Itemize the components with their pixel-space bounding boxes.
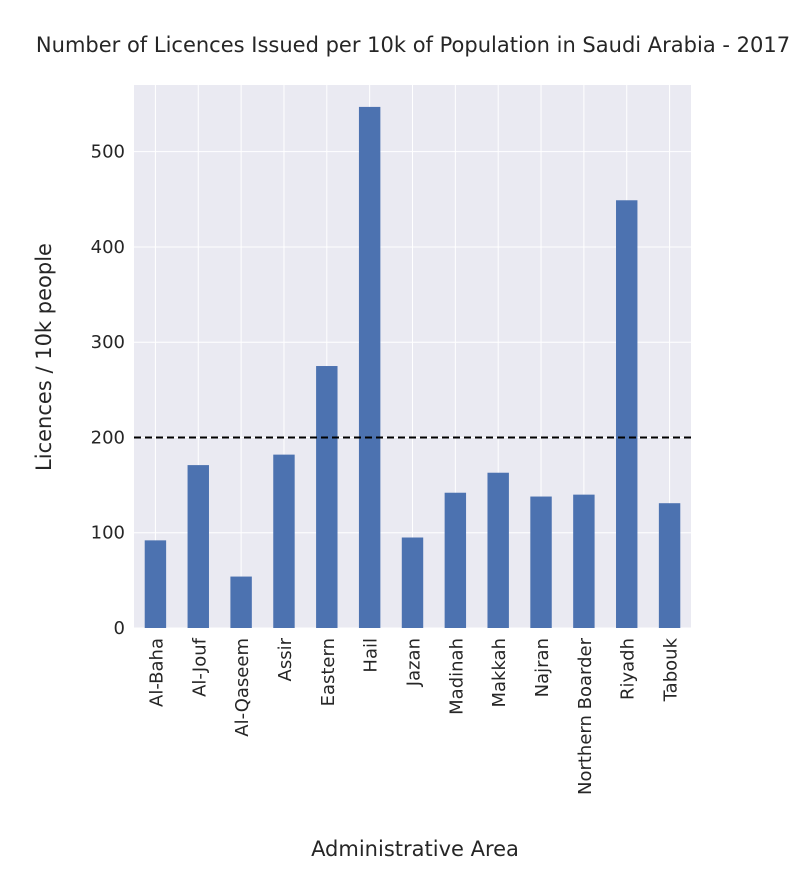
bar-northern-boarder (573, 494, 595, 628)
x-tick-label: Eastern (318, 638, 339, 706)
x-axis-ticks: Al-Baha Al-Jouf Al-Qaseem Assir Eastern Hail J… (146, 637, 681, 795)
bar-madinah (444, 492, 467, 628)
y-axis-ticks: 0 100 200 300 400 500 (91, 142, 125, 639)
x-tick-label: Madinah (446, 638, 467, 715)
bar-riyadh (616, 200, 638, 628)
x-tick-label: Al-Qaseem (232, 638, 253, 737)
x-tick-label: Northern Boarder (575, 637, 596, 795)
bar-assir (273, 454, 295, 628)
bar-al-baha (144, 540, 167, 628)
y-axis-label: Licences / 10k people (32, 243, 56, 471)
y-tick-label: 200 (91, 427, 125, 448)
x-tick-label: Al-Baha (146, 638, 167, 707)
bars (144, 106, 681, 629)
x-tick-label: Najran (532, 638, 553, 697)
bar-al-jouf (187, 465, 209, 628)
bar-hail (358, 106, 381, 629)
bar-eastern (316, 366, 338, 628)
x-tick-label: Assir (275, 637, 296, 681)
x-tick-label: Riyadh (618, 638, 639, 700)
bar-tabouk (658, 503, 681, 628)
x-axis-label: Administrative Area (311, 837, 519, 861)
y-tick-label: 100 (91, 523, 125, 544)
x-tick-label: Jazan (404, 638, 425, 687)
x-tick-label: Makkah (489, 638, 510, 708)
bar-makkah (487, 472, 509, 628)
y-tick-label: 300 (91, 332, 125, 353)
y-tick-label: 500 (91, 142, 125, 163)
chart-title: Number of Licences Issued per 10k of Pop… (36, 33, 790, 57)
x-tick-label: Hail (361, 638, 382, 673)
y-tick-label: 400 (91, 237, 125, 258)
bar-jazan (401, 537, 424, 628)
bar-al-qaseem (230, 576, 252, 628)
x-tick-label: Al-Jouf (189, 637, 210, 697)
y-tick-label: 0 (114, 618, 125, 639)
x-tick-label: Tabouk (661, 637, 682, 702)
bar-najran (530, 496, 552, 628)
